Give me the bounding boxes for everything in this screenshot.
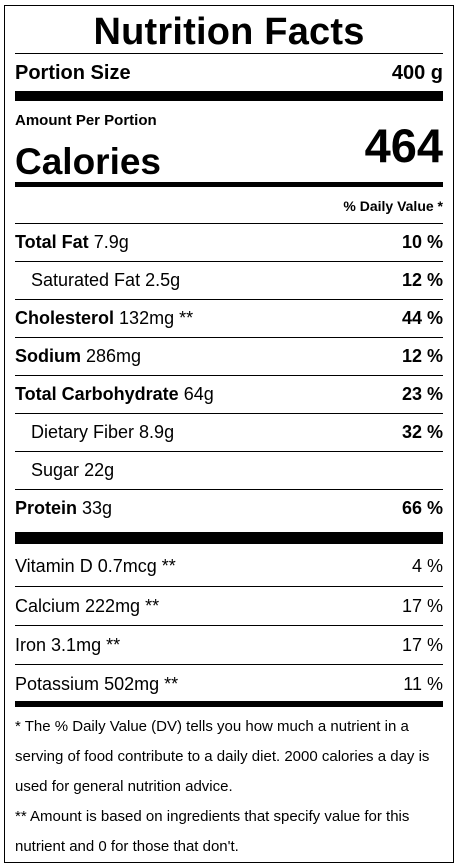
vitamin-name: Potassium 502mg ** [15, 674, 178, 695]
label-title: Nutrition Facts [93, 11, 365, 53]
nutrient-row: Total Fat 7.9g 10 % [15, 223, 443, 261]
nutrient-row: Sugar 22g [15, 451, 443, 489]
nutrient-percent: 10 % [401, 232, 443, 252]
nutrient-amount: 286mg [86, 346, 142, 366]
footnote: * The % Daily Value (DV) tells you how m… [15, 712, 443, 862]
vitamin-label: Vitamin D [15, 556, 93, 576]
footnote-text: * The % Daily Value (DV) tells you how m… [15, 718, 430, 795]
nutrient-name: Total Fat 7.9g [15, 232, 129, 253]
nutrient-label: Cholesterol [15, 308, 115, 328]
nutrient-label: Protein [15, 498, 78, 518]
thick-divider-top [15, 91, 443, 101]
vitamin-amount: 502mg ** [104, 673, 179, 694]
vitamin-percent: 4 % [411, 556, 443, 576]
nutrient-name: Total Carbohydrate 64g [15, 384, 214, 405]
nutrient-percent: 12 % [401, 270, 443, 290]
nutrient-amount: 132mg ** [119, 308, 194, 328]
nutrient-percent: 12 % [401, 346, 443, 366]
nutrient-label: Total Fat [15, 232, 89, 252]
vitamin-amount: 222mg ** [85, 595, 160, 616]
nutrient-label: Total Carbohydrate [15, 384, 179, 404]
vitamin-label: Iron [15, 634, 47, 655]
vitamin-row: Calcium 222mg ** 17 % [15, 586, 443, 625]
footnote-text: ** Amount is based on ingredients that s… [15, 808, 410, 855]
medium-divider-calories [15, 182, 443, 187]
nutrient-label: Sugar [31, 460, 80, 480]
nutrient-amount: 64g [183, 384, 214, 404]
nutrient-amount: 7.9g [93, 232, 129, 252]
portion-size-label: Portion Size [15, 61, 131, 84]
nutrient-label: Dietary Fiber [31, 422, 135, 442]
thick-divider-vitamins [15, 532, 443, 544]
nutrient-amount: 2.5g [145, 270, 181, 290]
nutrient-percent: 32 % [401, 422, 443, 442]
nutrient-row: Dietary Fiber 8.9g 32 % [15, 413, 443, 451]
nutrient-row: Protein 33g 66 % [15, 489, 443, 527]
vitamin-row: Iron 3.1mg ** 17 % [15, 625, 443, 664]
nutrient-name: Sodium 286mg [15, 346, 141, 367]
nutrient-percent: 23 % [401, 384, 443, 404]
nutrient-row: Cholesterol 132mg ** 44 % [15, 299, 443, 337]
vitamin-label: Calcium [15, 595, 81, 616]
vitamin-percent: 11 % [403, 673, 443, 694]
vitamin-name: Vitamin D 0.7mcg ** [15, 556, 176, 577]
vitamin-list: Vitamin D 0.7mcg ** 4 % Calcium 222mg ** 17… [15, 547, 443, 703]
vitamin-name: Iron 3.1mg ** [15, 635, 120, 656]
nutrient-row: Total Carbohydrate 64g 23 % [15, 375, 443, 413]
nutrient-name: Protein 33g [15, 498, 112, 519]
nutrient-name: Dietary Fiber 8.9g [15, 422, 174, 443]
vitamin-percent: 17 % [401, 595, 443, 616]
nutrient-row: Saturated Fat 2.5g 12 % [15, 261, 443, 299]
nutrient-percent: 66 % [401, 498, 443, 518]
nutrient-label: Sodium [15, 346, 81, 366]
nutrient-name: Sugar 22g [15, 460, 114, 481]
nutrient-list: Total Fat 7.9g 10 % Saturated Fat 2.5g 12 %… [15, 223, 443, 527]
nutrient-label: Saturated Fat [31, 270, 141, 290]
portion-size-row: Portion Size 400 g [15, 53, 443, 92]
vitamin-row: Potassium 502mg ** 11 % [15, 664, 443, 703]
nutrient-amount: 8.9g [139, 422, 175, 442]
calories-label: Calories [15, 141, 162, 182]
daily-value-header: % Daily Value * [343, 198, 443, 214]
nutrient-name: Cholesterol 132mg ** [15, 308, 193, 329]
portion-size-value: 400 g [391, 61, 443, 84]
nutrition-label-inner: Nutrition Facts Portion Size 400 g Amoun… [15, 6, 443, 862]
vitamin-name: Calcium 222mg ** [15, 596, 159, 617]
calories-value: 464 [364, 119, 443, 172]
vitamin-amount: 0.7mcg ** [97, 556, 176, 576]
nutrition-label: Nutrition Facts Portion Size 400 g Amoun… [4, 5, 454, 863]
vitamin-amount: 3.1mg ** [51, 634, 121, 655]
nutrient-amount: 22g [84, 460, 115, 480]
nutrient-percent: 44 % [401, 308, 443, 328]
nutrient-row: Sodium 286mg 12 % [15, 337, 443, 375]
vitamin-percent: 17 % [401, 634, 443, 655]
medium-divider-footnote [15, 701, 443, 707]
vitamin-row: Vitamin D 0.7mcg ** 4 % [15, 547, 443, 586]
nutrient-amount: 33g [82, 498, 113, 518]
vitamin-label: Potassium [15, 673, 100, 694]
nutrient-name: Saturated Fat 2.5g [15, 270, 180, 291]
amount-per-portion-label: Amount Per Portion [15, 112, 157, 129]
